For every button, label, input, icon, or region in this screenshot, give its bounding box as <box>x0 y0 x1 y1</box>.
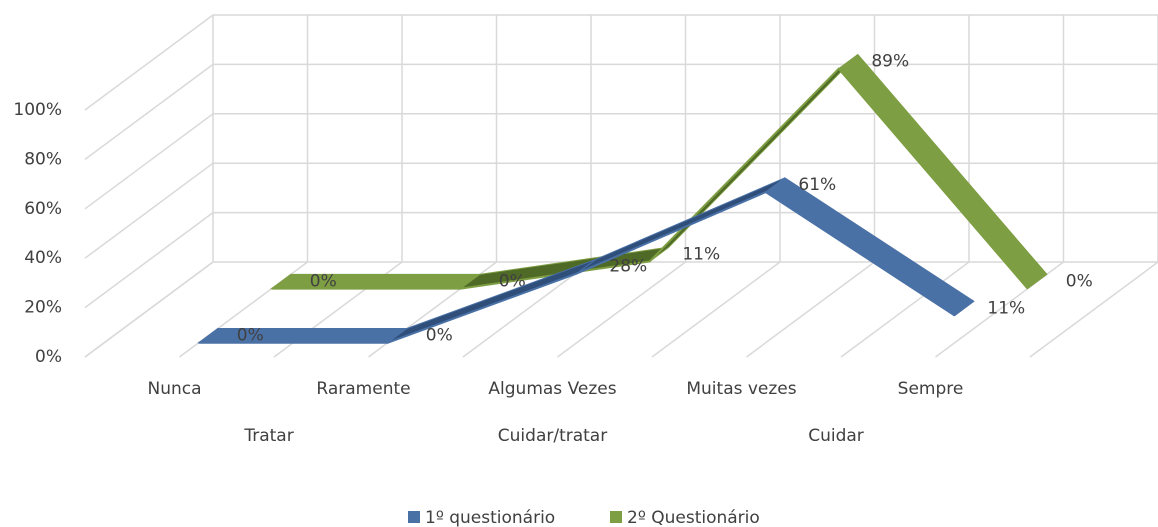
floor-line <box>651 261 781 358</box>
floor-line <box>746 261 875 358</box>
y-tick-label: 40% <box>24 248 62 268</box>
data-label: 61% <box>798 175 836 195</box>
ribbon-segment <box>387 258 597 344</box>
grid-line <box>84 113 214 210</box>
data-label: 11% <box>987 298 1025 318</box>
ribbon-segment <box>270 273 482 290</box>
floor-line <box>84 261 214 358</box>
grid-line <box>84 211 214 309</box>
y-tick-label: 60% <box>24 199 62 219</box>
grid-line <box>84 63 214 161</box>
y-tick-label: 0% <box>35 347 62 367</box>
data-label: 0% <box>426 326 453 346</box>
data-label: 89% <box>871 52 909 72</box>
series-line <box>271 67 1029 290</box>
series-line <box>198 190 956 344</box>
y-tick-label: 100% <box>13 100 62 120</box>
data-label: 0% <box>310 271 337 291</box>
x-tick-label: Algumas Vezes <box>488 379 616 399</box>
floor-line <box>840 261 970 358</box>
data-label: 0% <box>1066 271 1093 291</box>
legend-swatch <box>408 511 420 523</box>
y-tick-label: 20% <box>24 298 62 318</box>
data-label: 0% <box>499 271 526 291</box>
group-label: Cuidar <box>808 426 864 446</box>
grid-line <box>84 162 214 259</box>
data-label: 11% <box>682 244 720 264</box>
x-tick-label: Muitas vezes <box>686 379 796 399</box>
legend-swatch <box>610 511 622 523</box>
ribbon-segment <box>197 328 409 344</box>
x-tick-label: Sempre <box>898 379 964 399</box>
y-tick-label: 80% <box>24 149 62 169</box>
ribbon-segment <box>764 177 975 317</box>
data-label: 28% <box>609 256 647 276</box>
floor-line <box>462 261 592 358</box>
data-label: 0% <box>237 326 264 346</box>
legend-label: 1º questionário <box>425 508 555 527</box>
group-label: Cuidar/tratar <box>498 426 607 446</box>
grid-line <box>84 14 214 111</box>
floor-line <box>1029 261 1158 358</box>
x-tick-label: Raramente <box>316 379 410 399</box>
legend-label: 2º Questionário <box>627 508 760 527</box>
group-label: Tratar <box>243 426 293 446</box>
floor-line <box>557 261 686 358</box>
x-tick-label: Nunca <box>147 379 201 399</box>
